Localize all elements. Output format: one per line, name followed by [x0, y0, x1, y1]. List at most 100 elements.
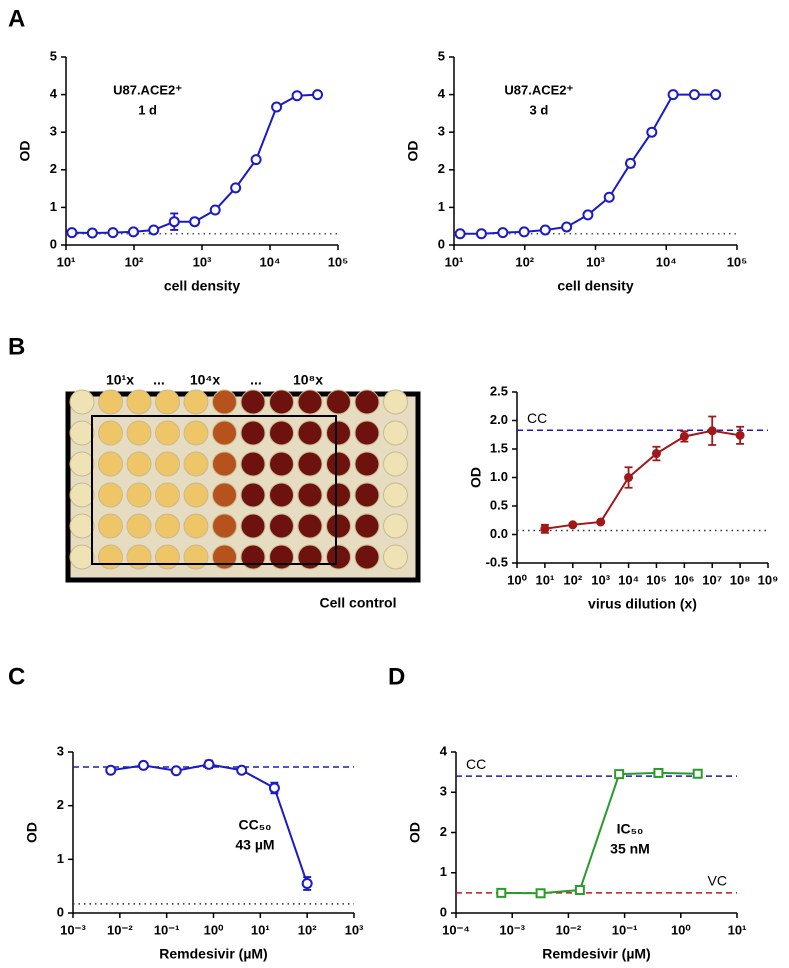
point — [105, 764, 117, 776]
point — [86, 227, 98, 239]
y-tick-label: 2 — [440, 824, 447, 839]
well — [183, 451, 209, 477]
annotation: 43 µM — [235, 837, 274, 853]
well — [383, 389, 408, 415]
well — [212, 389, 237, 415]
point — [497, 227, 509, 239]
well — [126, 482, 152, 508]
well — [240, 420, 266, 446]
well — [126, 513, 152, 539]
well — [383, 420, 408, 446]
well — [155, 544, 180, 570]
x-tick-label: 10² — [563, 572, 582, 587]
x-tick-label: 10² — [125, 254, 144, 269]
x-tick-label: 10⁹ — [758, 572, 779, 587]
x-tick-label: 10⁻² — [107, 922, 133, 937]
x-axis-label: Remdesivir (µM) — [542, 946, 650, 962]
point — [127, 226, 139, 238]
point — [667, 89, 679, 101]
point — [475, 228, 487, 240]
annotation: IC₅₀ — [617, 821, 644, 837]
series-line — [71, 93, 318, 234]
well — [98, 482, 123, 508]
well — [155, 482, 180, 508]
point — [625, 157, 637, 169]
well — [183, 420, 209, 446]
y-tick-label: 3 — [440, 784, 447, 799]
y-tick-label: 3 — [438, 124, 445, 139]
point — [561, 221, 573, 233]
y-tick-label: 0 — [50, 236, 57, 251]
y-tick-label: 0 — [438, 236, 445, 251]
well — [212, 420, 237, 446]
point — [203, 758, 215, 770]
y-tick-label: 0 — [57, 904, 64, 919]
y-tick-label: 2 — [50, 161, 57, 176]
annotation: CC₅₀ — [239, 817, 272, 833]
well — [354, 513, 380, 539]
well — [69, 544, 95, 570]
x-tick-label: 10⁻² — [556, 922, 582, 937]
well — [183, 482, 209, 508]
well — [383, 482, 408, 508]
well — [240, 451, 266, 477]
point — [603, 191, 615, 203]
y-tick-label: 1 — [440, 864, 447, 879]
well — [269, 389, 294, 415]
plate-label: ... — [153, 372, 165, 388]
plate-label: 10¹x — [106, 372, 134, 388]
plate-label: 10⁸x — [293, 372, 323, 388]
well — [354, 389, 380, 415]
reference-label: CC — [527, 410, 547, 426]
x-tick-label: 10⁸ — [730, 572, 751, 587]
panel-label: C — [8, 663, 25, 690]
well — [212, 544, 237, 570]
y-tick-label: 4 — [438, 86, 446, 101]
y-axis-label: OD — [405, 141, 421, 162]
point — [653, 767, 664, 778]
x-tick-label: 10⁴ — [656, 254, 677, 269]
x-tick-label: 10¹ — [728, 922, 747, 937]
y-tick-label: 0 — [440, 904, 447, 919]
point — [268, 782, 280, 794]
point — [596, 517, 606, 527]
well — [383, 544, 408, 570]
well — [269, 513, 294, 539]
point — [518, 226, 530, 238]
well — [354, 482, 380, 508]
well — [126, 389, 152, 415]
reference-label: CC — [466, 756, 486, 772]
y-tick-label: 0.5 — [490, 497, 508, 512]
x-axis-label: virus dilution (x) — [588, 596, 697, 612]
point — [209, 204, 221, 216]
well — [126, 451, 152, 477]
point — [574, 885, 585, 896]
well — [98, 420, 123, 446]
x-tick-label: 10² — [515, 254, 534, 269]
point — [148, 224, 160, 236]
point — [236, 764, 248, 776]
well — [155, 389, 180, 415]
point — [679, 431, 689, 441]
point — [271, 101, 283, 113]
well — [155, 420, 180, 446]
point — [107, 227, 119, 239]
well — [240, 544, 266, 570]
well — [354, 544, 380, 570]
x-tick-label: 10⁰ — [671, 922, 691, 937]
well — [240, 513, 266, 539]
y-axis-label: OD — [407, 822, 423, 843]
point — [230, 182, 242, 194]
x-axis-label: cell density — [557, 278, 633, 294]
x-tick-label: 10³ — [586, 254, 605, 269]
well — [240, 482, 266, 508]
y-tick-label: 2.5 — [490, 383, 508, 398]
well — [98, 513, 123, 539]
well — [126, 420, 152, 446]
x-tick-label: 10⁵ — [727, 254, 748, 269]
x-tick-label: 10⁻³ — [499, 922, 525, 937]
y-tick-label: 3 — [57, 743, 64, 758]
well — [354, 451, 380, 477]
x-tick-label: 10⁻¹ — [612, 922, 638, 937]
well — [383, 451, 408, 477]
